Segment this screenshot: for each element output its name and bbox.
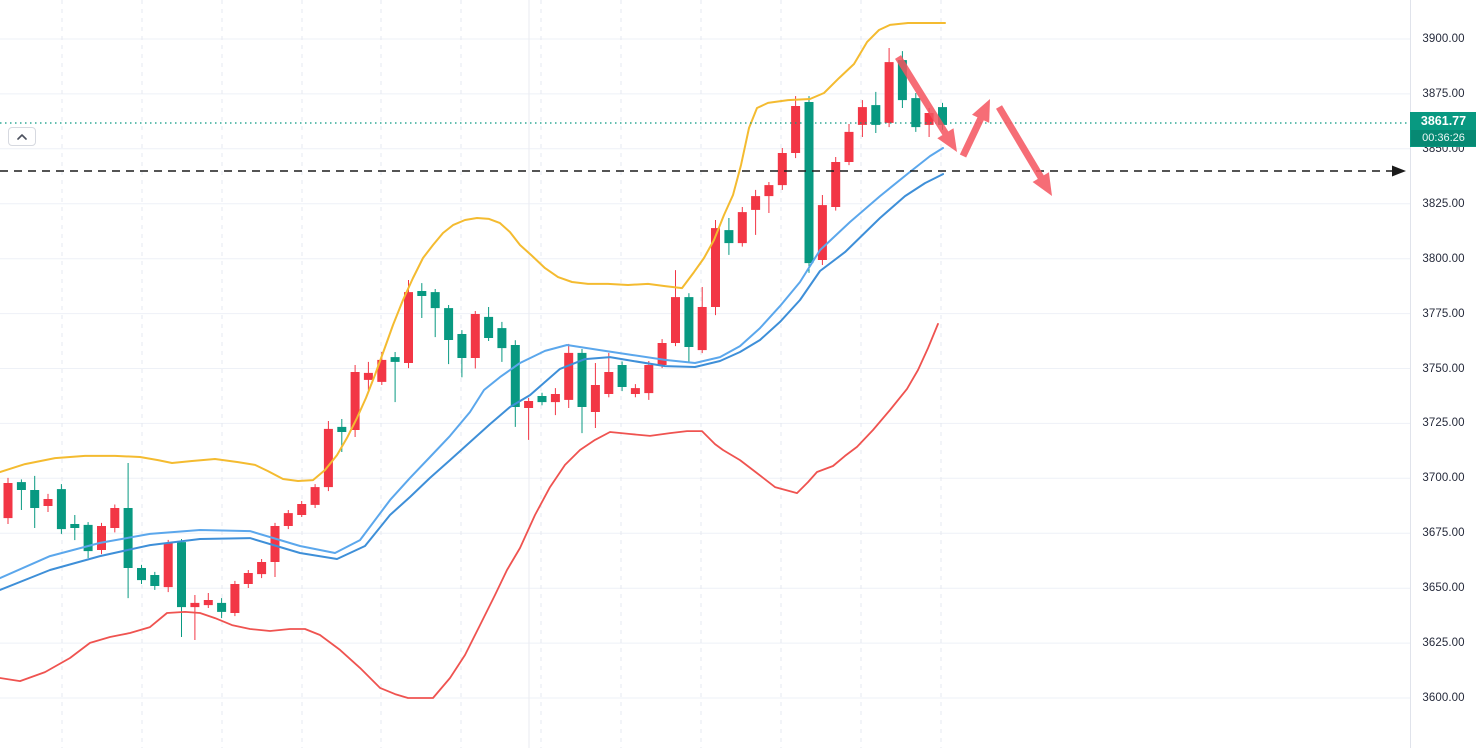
candles <box>3 48 947 640</box>
price-axis-label: 3700.00 <box>1422 472 1465 485</box>
price-axis-label: 3600.00 <box>1422 692 1465 704</box>
horizontal-arrow-line-annotation[interactable] <box>0 165 1406 177</box>
price-axis-label: 3675.00 <box>1422 527 1465 540</box>
chevron-up-icon <box>17 133 27 140</box>
bar-countdown-timer: 00:36:26 <box>1411 130 1476 146</box>
price-axis-label: 3800.00 <box>1422 252 1465 265</box>
price-axis-label: 3875.00 <box>1422 87 1465 100</box>
collapse-toolbar-button[interactable] <box>8 127 36 146</box>
drawn-arrow-annotation-down[interactable] <box>995 105 1052 196</box>
drawn-arrow-annotation-down[interactable] <box>895 55 957 152</box>
price-axis[interactable]: 3861.77 00:36:26 3900.00 3875.00 3850.00 38… <box>1410 0 1476 748</box>
price-axis-label: 3775.00 <box>1422 307 1465 320</box>
overlay-line-ma-slow <box>0 173 944 591</box>
price-axis-label: 3650.00 <box>1422 582 1465 595</box>
drawn-arrow-annotation-up[interactable] <box>959 99 990 158</box>
grid-lines <box>0 0 1410 748</box>
candlestick-chart[interactable] <box>0 0 1410 748</box>
overlay-line-upper-band <box>0 22 946 482</box>
overlay-line-ma-fast <box>0 147 944 580</box>
price-axis-label: 3625.00 <box>1422 637 1465 650</box>
overlay-line-lower-band <box>0 322 939 699</box>
price-axis-label: 3900.00 <box>1422 33 1465 45</box>
price-axis-label: 3750.00 <box>1422 362 1465 375</box>
price-axis-label: 3725.00 <box>1422 417 1465 430</box>
current-price-label[interactable]: 3861.77 00:36:26 <box>1411 113 1476 146</box>
current-price-value: 3861.77 <box>1420 114 1467 128</box>
price-axis-label: 3825.00 <box>1422 197 1465 210</box>
